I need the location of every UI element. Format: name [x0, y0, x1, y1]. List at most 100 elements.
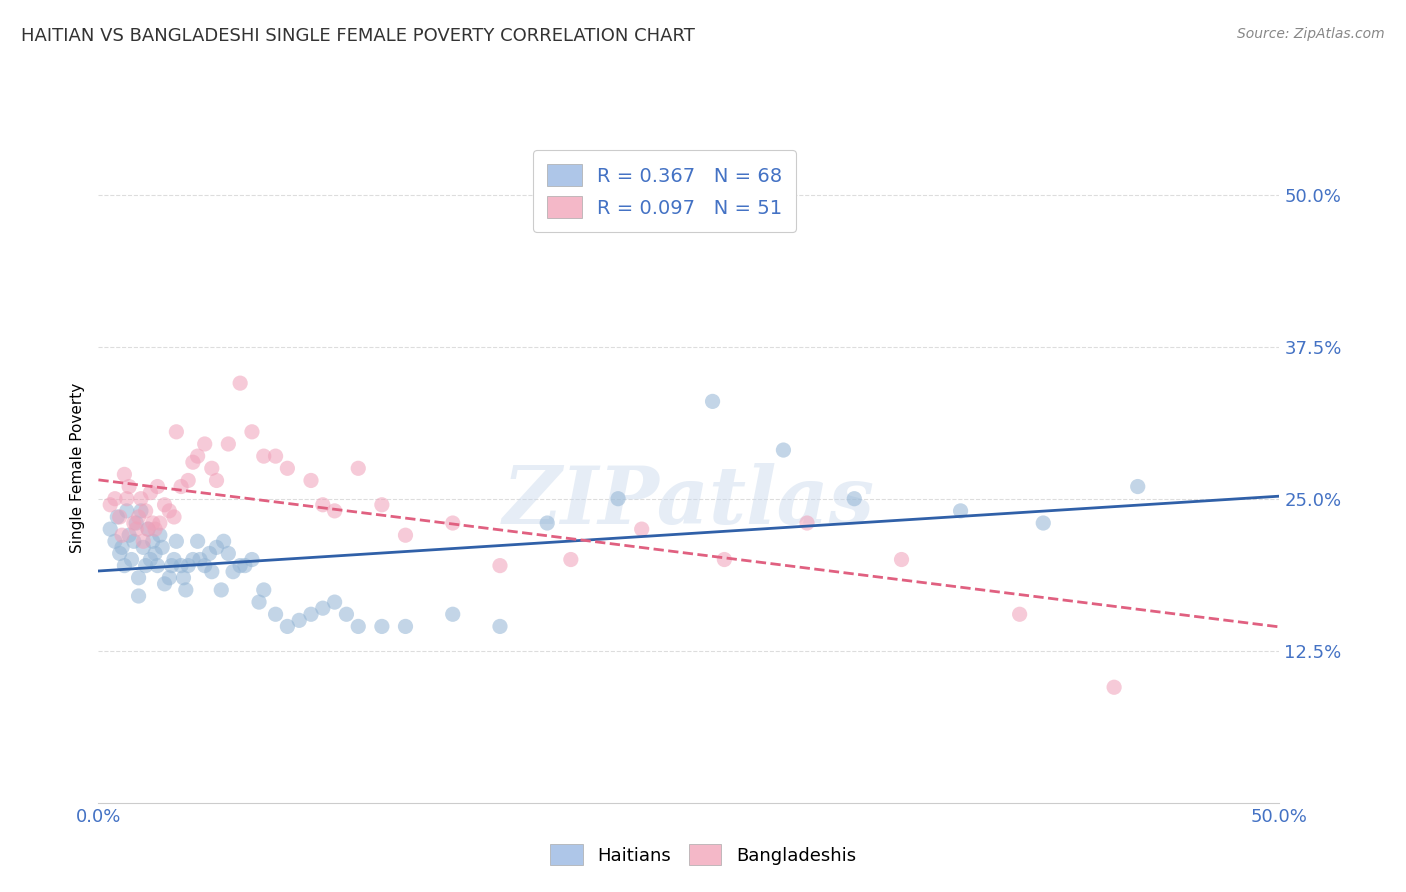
Point [104, 534, 127, 549]
Point [136, 522, 159, 536]
Point [170, 479, 193, 493]
Text: HAITIAN VS BANGLADESHI SINGLE FEMALE POVERTY CORRELATION CHART: HAITIAN VS BANGLADESHI SINGLE FEMALE POV… [21, 27, 695, 45]
Point [143, 522, 166, 536]
Point [772, 443, 794, 458]
Point [347, 461, 370, 475]
Point [98, 498, 121, 512]
Point [796, 516, 818, 530]
Point [240, 552, 263, 566]
Point [139, 552, 162, 566]
Point [217, 546, 239, 560]
Point [347, 619, 370, 633]
Text: ZIPatlas: ZIPatlas [503, 463, 875, 541]
Point [323, 595, 346, 609]
Point [312, 498, 335, 512]
Point [1032, 516, 1054, 530]
Point [536, 516, 558, 530]
Point [132, 541, 155, 555]
Point [1126, 479, 1149, 493]
Point [165, 425, 187, 439]
Point [149, 516, 172, 530]
Point [607, 491, 630, 506]
Point [212, 534, 235, 549]
Point [177, 474, 200, 488]
Point [371, 498, 394, 512]
Point [949, 504, 972, 518]
Point [112, 467, 135, 482]
Point [844, 491, 866, 506]
Point [205, 474, 228, 488]
Point [121, 552, 143, 566]
Point [194, 437, 217, 451]
Point [441, 516, 464, 530]
Point [371, 619, 394, 633]
Point [312, 601, 335, 615]
Point [128, 589, 150, 603]
Point [118, 479, 141, 493]
Point [240, 425, 263, 439]
Legend: R = 0.367   N = 68, R = 0.097   N = 51: R = 0.367 N = 68, R = 0.097 N = 51 [533, 150, 796, 232]
Legend: Haitians, Bangladeshis: Haitians, Bangladeshis [541, 835, 865, 874]
Point [128, 571, 150, 585]
Point [188, 552, 211, 566]
Point [394, 619, 416, 633]
Point [157, 571, 180, 585]
Point [1008, 607, 1031, 622]
Point [153, 577, 176, 591]
Point [143, 546, 166, 560]
Point [122, 534, 145, 549]
Point [198, 546, 221, 560]
Point [177, 558, 200, 573]
Point [165, 534, 187, 549]
Point [135, 558, 157, 573]
Point [560, 552, 582, 566]
Point [98, 522, 121, 536]
Point [233, 558, 256, 573]
Point [441, 607, 464, 622]
Point [157, 504, 180, 518]
Point [222, 565, 245, 579]
Point [217, 437, 239, 451]
Point [394, 528, 416, 542]
Point [172, 571, 194, 585]
Point [181, 552, 204, 566]
Point [129, 504, 152, 518]
Point [142, 534, 165, 549]
Point [112, 558, 135, 573]
Point [136, 522, 159, 536]
Point [264, 607, 287, 622]
Point [163, 552, 186, 566]
Point [111, 528, 134, 542]
Point [299, 474, 322, 488]
Point [229, 376, 252, 391]
Point [104, 491, 127, 506]
Point [139, 485, 162, 500]
Point [149, 528, 172, 542]
Point [489, 619, 512, 633]
Point [489, 558, 512, 573]
Point [247, 595, 270, 609]
Point [1102, 680, 1125, 694]
Point [253, 449, 276, 463]
Point [108, 546, 131, 560]
Point [122, 516, 145, 530]
Point [276, 619, 298, 633]
Point [264, 449, 287, 463]
Point [125, 516, 148, 530]
Point [129, 491, 152, 506]
Point [160, 558, 183, 573]
Point [288, 613, 311, 627]
Point [890, 552, 912, 566]
Point [276, 461, 298, 475]
Point [335, 607, 357, 622]
Point [201, 565, 224, 579]
Point [187, 449, 209, 463]
Point [108, 510, 131, 524]
Point [135, 504, 157, 518]
Text: Source: ZipAtlas.com: Source: ZipAtlas.com [1237, 27, 1385, 41]
Point [115, 504, 138, 518]
Point [128, 510, 150, 524]
Point [201, 461, 224, 475]
Point [115, 491, 138, 506]
Point [713, 552, 735, 566]
